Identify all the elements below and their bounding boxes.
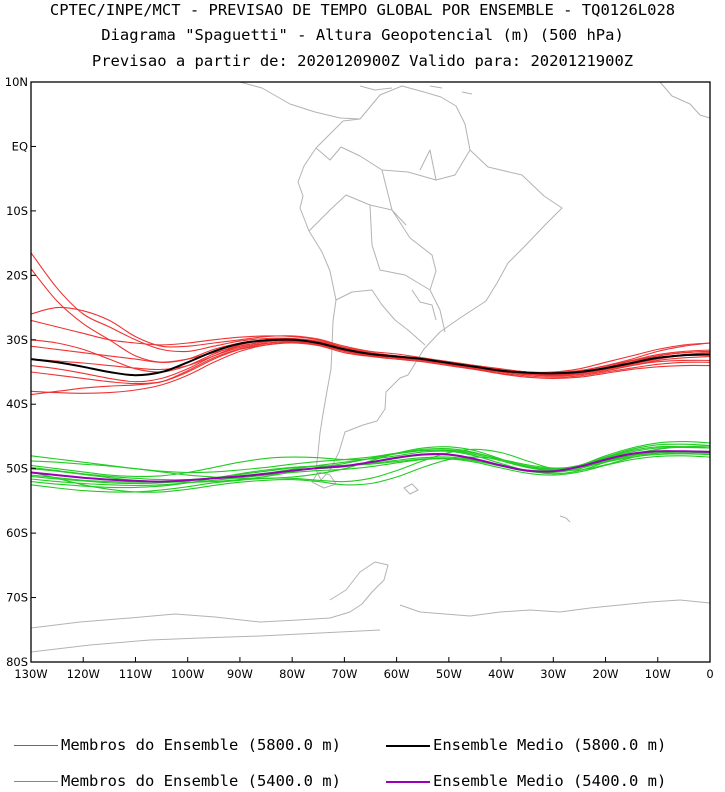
country-border bbox=[381, 169, 407, 226]
y-tick-label: 10N bbox=[5, 75, 28, 89]
x-tick-label: 120W bbox=[67, 667, 100, 681]
y-tick-label: 50S bbox=[6, 462, 28, 476]
legend-red-members: Membros do Ensemble (5800.0 m) bbox=[14, 736, 341, 756]
ensemble-member-5800-line bbox=[31, 341, 710, 394]
legend-black-mean: Ensemble Medio (5800.0 m) bbox=[386, 736, 666, 756]
legend-green-swatch bbox=[14, 781, 58, 782]
legend-purple-mean: Ensemble Medio (5400.0 m) bbox=[386, 772, 666, 792]
ensemble-member-5400-line bbox=[31, 451, 710, 493]
x-tick-label: 10W bbox=[645, 667, 671, 681]
north-africa-coast bbox=[659, 82, 710, 119]
x-tick-label: 30W bbox=[540, 667, 566, 681]
x-tick-label: 110W bbox=[119, 667, 152, 681]
antarctic-peninsula bbox=[329, 561, 389, 619]
x-tick-label: 60W bbox=[384, 667, 410, 681]
y-tick-label: 80S bbox=[6, 655, 28, 669]
caribbean-islands bbox=[359, 85, 473, 95]
chart-title-line-1: CPTEC/INPE/MCT - PREVISAO DE TEMPO GLOBA… bbox=[49, 1, 676, 19]
chart-title-line-2: Diagrama "Spaguetti" - Altura Geopotenci… bbox=[101, 26, 624, 44]
x-tick-label: 20W bbox=[593, 667, 619, 681]
country-border bbox=[419, 149, 437, 181]
y-tick-label: 40S bbox=[6, 397, 28, 411]
x-tick-label: 90W bbox=[227, 667, 253, 681]
ensemble-member-5400-line bbox=[31, 445, 710, 477]
falkland-islands bbox=[403, 483, 419, 495]
y-tick-label: 60S bbox=[6, 526, 28, 540]
ensemble-member-5800-line bbox=[31, 319, 710, 376]
legend-red-members-label: Membros do Ensemble (5800.0 m) bbox=[61, 736, 341, 754]
x-tick-label: 80W bbox=[279, 667, 305, 681]
south-america-basemap bbox=[31, 82, 710, 653]
legend-purple-mean-label: Ensemble Medio (5400.0 m) bbox=[433, 772, 667, 790]
ensemble-mean-5800-line bbox=[31, 338, 710, 377]
legend-green-members: Membros do Ensemble (5400.0 m) bbox=[14, 772, 341, 792]
y-tick-label: 30S bbox=[6, 333, 28, 347]
x-tick-label: 70W bbox=[331, 667, 357, 681]
y-tick-label: EQ bbox=[12, 139, 28, 153]
ensemble-member-5400-line bbox=[31, 448, 710, 493]
y-tick-label: 10S bbox=[6, 204, 28, 218]
legend-black-swatch bbox=[386, 744, 430, 747]
country-border bbox=[369, 204, 446, 333]
ensemble-mean-5400-line bbox=[31, 450, 710, 483]
country-border bbox=[335, 289, 426, 346]
legend-red-swatch bbox=[14, 745, 58, 746]
ensemble-member-5400-line bbox=[31, 453, 710, 485]
ensemble-member-5800-line bbox=[31, 342, 710, 385]
antarctica-coast bbox=[31, 599, 710, 653]
x-tick-label: 50W bbox=[436, 667, 462, 681]
country-border bbox=[308, 194, 437, 291]
ensemble-member-5800-line bbox=[31, 306, 710, 374]
plot-frame bbox=[30, 81, 711, 663]
country-border bbox=[411, 289, 437, 321]
chart-title-line-3: Previsao a partir de: 2020120900Z Valido… bbox=[91, 52, 634, 70]
y-tick-label: 70S bbox=[6, 591, 28, 605]
y-tick-label: 20S bbox=[6, 268, 28, 282]
legend-green-members-label: Membros do Ensemble (5400.0 m) bbox=[61, 772, 341, 790]
central-america-coast bbox=[239, 82, 361, 120]
x-tick-label: 130W bbox=[14, 667, 47, 681]
legend-black-mean-label: Ensemble Medio (5800.0 m) bbox=[433, 736, 667, 754]
x-tick-label: 40W bbox=[488, 667, 514, 681]
ensemble-member-5400-line bbox=[31, 455, 710, 486]
legend-purple-swatch bbox=[386, 780, 430, 783]
x-tick-label: 100W bbox=[171, 667, 204, 681]
country-border bbox=[315, 146, 342, 161]
country-border bbox=[340, 146, 471, 181]
x-tick-label: 0 bbox=[706, 667, 713, 681]
south-america-coastline bbox=[297, 85, 563, 481]
south-georgia bbox=[559, 515, 571, 523]
